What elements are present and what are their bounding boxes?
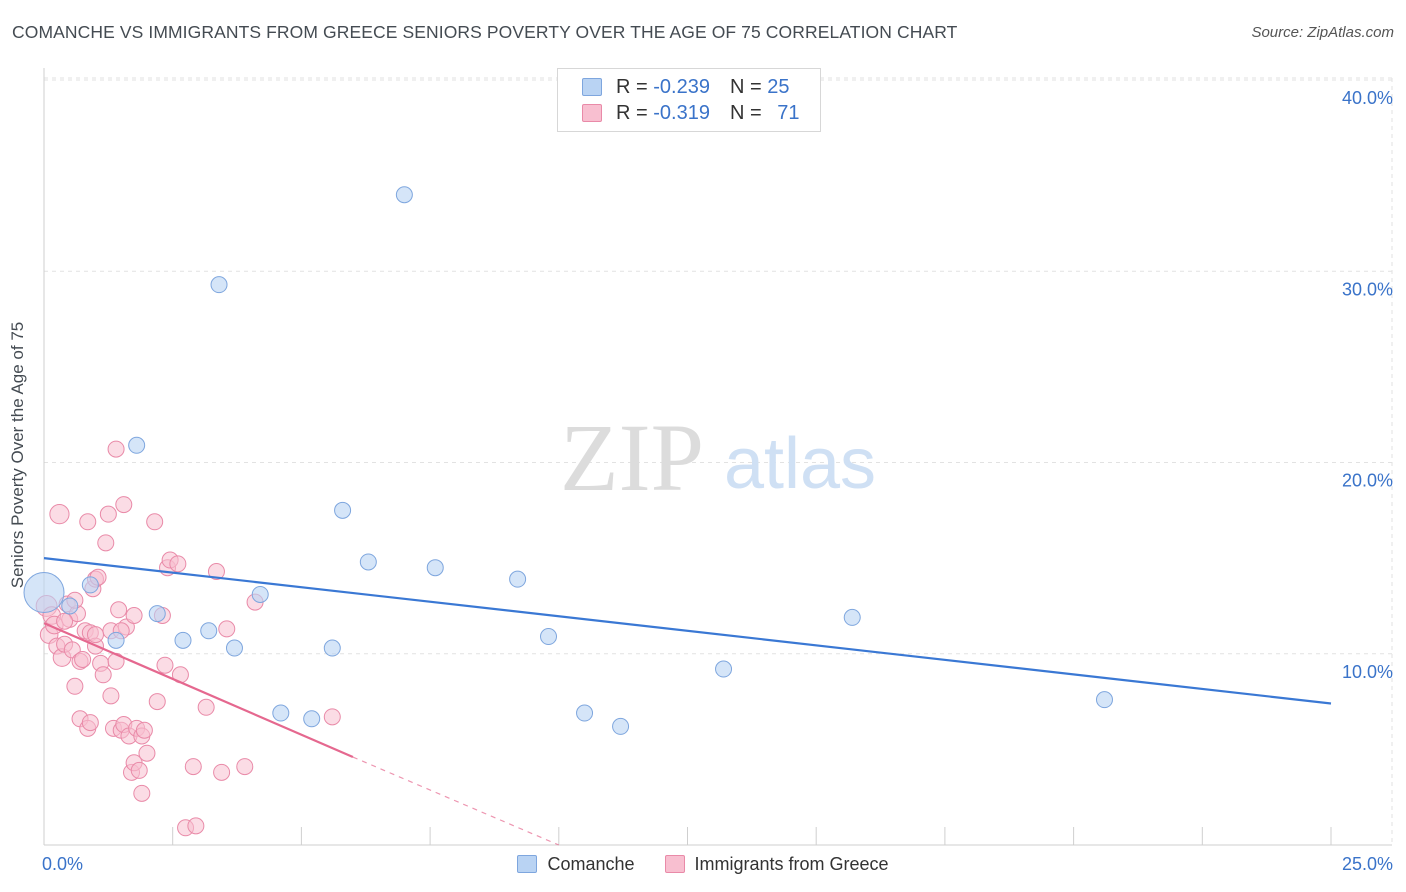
legend-label-greece: Immigrants from Greece [694,853,889,874]
data-point-comanche [715,660,733,678]
data-point-greece [213,763,231,781]
data-point-comanche [509,570,527,588]
legend-row-comanche: R = -0.239 N = 25 [582,74,789,100]
comanche-points [23,186,1113,735]
data-point-comanche [576,704,594,722]
axes [43,68,1392,846]
legend-swatch-comanche [582,78,602,96]
data-point-comanche [23,572,65,614]
data-point-greece [110,601,128,619]
data-point-greece [74,650,92,668]
x-tick-label: 0.0% [42,854,83,874]
correlation-legend: R = -0.239 N = 25 R = -0.319 N = 71 [557,68,821,132]
data-point-comanche [395,186,413,204]
data-point-comanche [540,628,558,646]
data-point-comanche [359,553,377,571]
legend-n-label: N = [729,75,768,98]
data-point-greece [79,513,97,531]
trend-lines [43,557,1332,846]
trend-line-greece-extension [352,756,560,846]
data-point-comanche [128,436,146,454]
data-point-comanche [272,704,290,722]
data-point-greece [125,607,143,624]
watermark: ZIP atlas [560,404,876,511]
data-point-comanche [174,631,192,649]
data-point-comanche [200,622,218,640]
data-point-comanche [1095,691,1113,709]
legend-swatch-comanche [517,855,538,873]
data-point-greece [99,505,117,523]
source-label: Source: ZipAtlas.com [1251,24,1394,41]
data-point-greece [197,698,215,716]
watermark-zip: ZIP [560,404,704,511]
data-point-comanche [612,717,630,735]
data-point-comanche [334,501,352,519]
data-point-greece [97,534,115,552]
y-tick-label: 10.0% [1342,662,1393,682]
data-point-greece [156,656,174,674]
data-point-greece [138,744,156,762]
data-point-comanche [61,597,79,615]
data-point-greece [94,666,112,684]
chart-title: COMANCHE VS IMMIGRANTS FROM GREECE SENIO… [12,22,958,42]
data-point-greece [86,626,104,644]
data-point-greece [236,758,254,776]
x-tick-label: 25.0% [1342,854,1393,874]
watermark-atlas: atlas [724,424,876,504]
legend-item-comanche[interactable]: Comanche [517,853,635,875]
y-tick-label: 40.0% [1342,88,1393,108]
data-point-greece [323,708,341,726]
data-point-greece [135,721,153,739]
legend-r-value: -0.319 [653,101,710,124]
data-point-comanche [303,710,321,728]
data-point-greece [49,504,70,525]
y-axis-label: Seniors Poverty Over the Age of 75 [8,321,27,589]
data-point-comanche [843,608,861,626]
data-point-comanche [107,631,125,649]
legend-swatch-greece [664,855,685,873]
data-point-comanche [323,639,341,657]
data-point-comanche [426,559,444,577]
legend-swatch-greece [582,104,602,122]
data-point-comanche [210,276,228,294]
data-point-greece [81,714,99,732]
trend-line-comanche [43,557,1332,705]
data-point-greece [133,784,151,802]
data-point-greece [66,677,84,695]
data-point-greece [56,612,74,630]
data-point-greece [169,555,187,573]
grid-lines [44,77,1393,845]
series-legend: Comanche Immigrants from Greece [0,851,1406,877]
data-point-comanche [251,585,269,603]
data-point-comanche [148,605,166,623]
data-point-greece [218,620,236,638]
data-point-greece [107,440,125,458]
data-point-greece [148,693,166,711]
y-tick-label: 20.0% [1342,471,1393,491]
data-point-greece [130,761,148,779]
data-point-comanche [225,639,243,657]
data-point-greece [184,758,202,776]
data-point-greece [187,817,205,835]
legend-n-value: 25 [767,75,790,98]
tick-labels: 10.0% 20.0% 30.0% 40.0% 0.0% 25.0% [42,88,1393,874]
data-point-greece [102,687,120,705]
trend-line-greece [43,622,354,759]
data-point-greece [146,513,164,531]
y-tick-label: 30.0% [1342,279,1393,299]
legend-label-comanche: Comanche [547,853,635,874]
legend-r-value: -0.239 [653,75,710,98]
data-point-comanche [81,576,99,594]
legend-r-label: R = [616,75,654,98]
legend-item-greece[interactable]: Immigrants from Greece [664,853,889,875]
data-point-greece [207,563,225,581]
data-point-greece [115,496,133,514]
legend-row-greece: R = -0.319 N = 71 [582,100,799,126]
legend-n-label: N = [729,101,768,124]
legend-r-label: R = [616,101,654,124]
legend-n-value: 71 [777,101,800,124]
